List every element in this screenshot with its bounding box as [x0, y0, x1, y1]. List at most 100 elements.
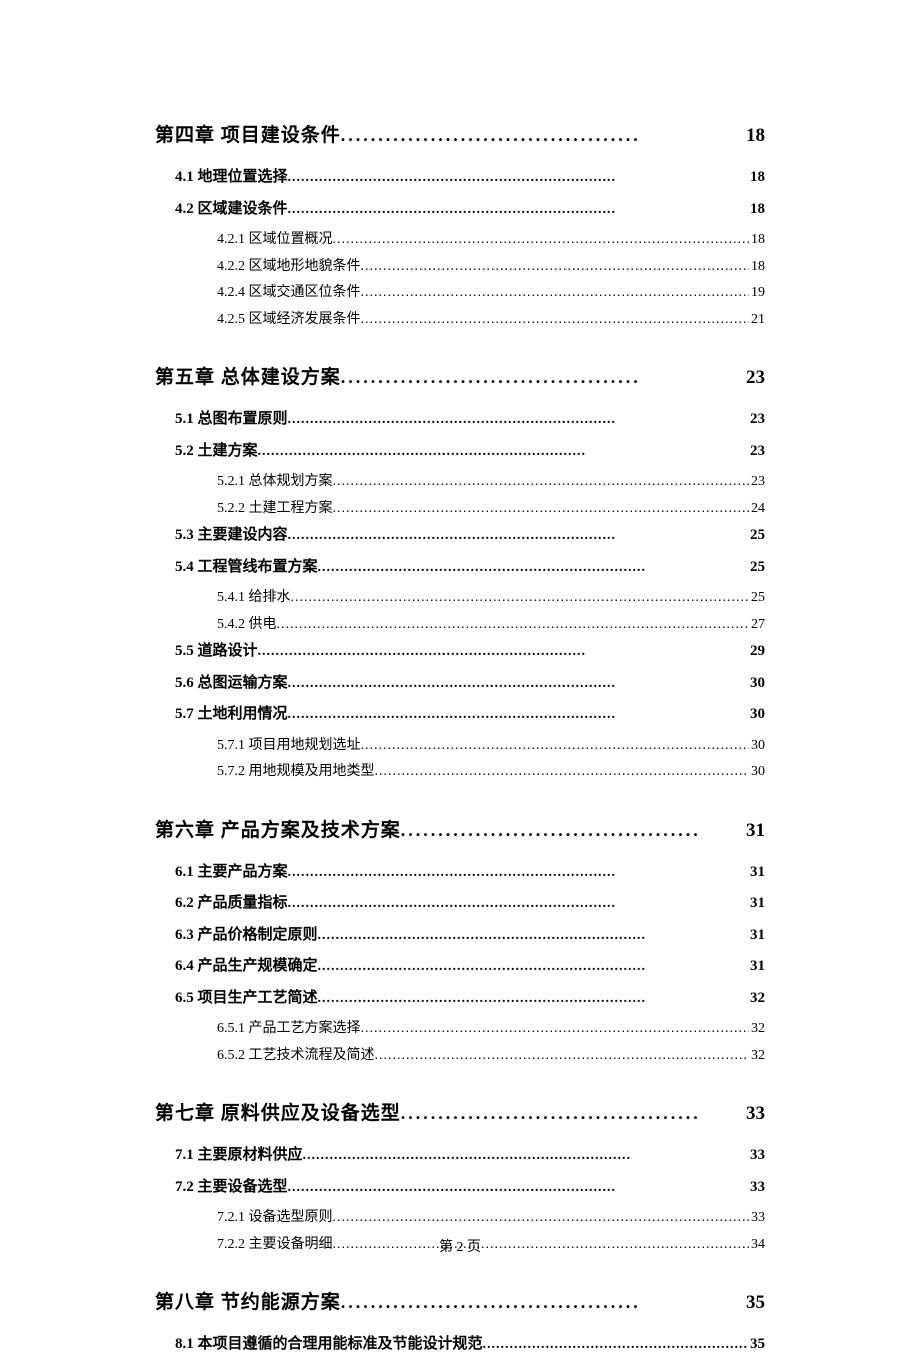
toc-label: 5.7.1 项目用地规划选址: [217, 734, 361, 759]
toc-label: 5.4.1 给排水: [217, 586, 291, 611]
toc-page-number: 18: [749, 228, 765, 253]
toc-label: 4.2 区域建设条件: [175, 197, 288, 223]
toc-page-number: 35: [748, 1332, 765, 1358]
toc-entry: 5.3 主要建设内容 .............................…: [175, 523, 765, 549]
toc-label: 5.1 总图布置原则: [175, 407, 288, 433]
toc-label: 4.2.1 区域位置概况: [217, 228, 333, 253]
toc-entry: 6.3 产品价格制定原则 ...........................…: [175, 923, 765, 949]
toc-label: 5.2.2 土建工程方案: [217, 497, 333, 522]
toc-label: 5.2 土建方案: [175, 439, 258, 465]
toc-label: 5.7 土地利用情况: [175, 702, 288, 728]
toc-entry: 第八章 节约能源方案 .............................…: [155, 1287, 765, 1314]
toc-entry: 5.5 道路设计 ...............................…: [175, 639, 765, 665]
toc-label: 4.2.2 区域地形地貌条件: [217, 255, 361, 280]
toc-page-number: 32: [749, 1044, 765, 1069]
toc-page-number: 23: [744, 367, 765, 389]
toc-page-number: 33: [749, 1206, 765, 1231]
toc-entry: 4.1 地理位置选择 .............................…: [175, 165, 765, 191]
toc-page-number: 31: [748, 860, 765, 886]
toc-entry: 6.5.2 工艺技术流程及简述 ........................…: [217, 1044, 765, 1069]
toc-page-number: 23: [748, 407, 765, 433]
toc-label: 6.3 产品价格制定原则: [175, 923, 318, 949]
toc-entry: 5.7.2 用地规模及用地类型 ........................…: [217, 760, 765, 785]
toc-leader-dots: ........................................…: [318, 955, 748, 979]
table-of-contents: 第四章 项目建设条件 .............................…: [155, 120, 765, 1358]
toc-entry: 7.2.1 设备选型原则 ...........................…: [217, 1206, 765, 1231]
toc-label: 6.5.2 工艺技术流程及简述: [217, 1044, 375, 1069]
toc-entry: 6.5.1 产品工艺方案选择 .........................…: [217, 1017, 765, 1042]
toc-leader-dots: ........................................: [341, 125, 744, 146]
toc-entry: 第五章 总体建设方案 .............................…: [155, 362, 765, 389]
toc-page-number: 18: [748, 197, 765, 223]
toc-leader-dots: ........................................…: [288, 408, 748, 432]
toc-label: 4.2.5 区域经济发展条件: [217, 308, 361, 333]
toc-entry: 5.1 总图布置原则 .............................…: [175, 407, 765, 433]
toc-entry: 7.1 主要原材料供应 ............................…: [175, 1143, 765, 1169]
toc-leader-dots: ........................................…: [291, 586, 750, 611]
toc-leader-dots: ........................................…: [318, 987, 748, 1011]
toc-leader-dots: ........................................…: [361, 281, 750, 306]
toc-page-number: 18: [749, 255, 765, 280]
toc-entry: 5.4 工程管线布置方案 ...........................…: [175, 555, 765, 581]
toc-label: 4.2.4 区域交通区位条件: [217, 281, 361, 306]
toc-page-number: 18: [748, 165, 765, 191]
toc-entry: 5.2 土建方案 ...............................…: [175, 439, 765, 465]
toc-label: 4.1 地理位置选择: [175, 165, 288, 191]
page-footer: 第 2 页: [0, 1236, 920, 1256]
toc-leader-dots: ........................................…: [288, 1176, 748, 1200]
toc-page-number: 33: [748, 1175, 765, 1201]
toc-page-number: 35: [744, 1292, 765, 1314]
toc-leader-dots: ........................................…: [258, 640, 748, 664]
toc-page-number: 23: [748, 439, 765, 465]
toc-leader-dots: ........................................: [401, 1103, 744, 1124]
toc-page-number: 33: [748, 1143, 765, 1169]
toc-label: 6.5 项目生产工艺简述: [175, 986, 318, 1012]
toc-leader-dots: ........................................: [341, 367, 744, 388]
toc-leader-dots: ........................................…: [318, 924, 748, 948]
toc-page-number: 25: [748, 523, 765, 549]
toc-page-number: 18: [744, 125, 765, 147]
toc-page-number: 30: [749, 760, 765, 785]
toc-leader-dots: ........................................…: [361, 734, 750, 759]
toc-page-number: 21: [749, 308, 765, 333]
toc-label: 7.2.1 设备选型原则: [217, 1206, 333, 1231]
toc-entry: 6.1 主要产品方案 .............................…: [175, 860, 765, 886]
toc-page-number: 23: [749, 470, 765, 495]
toc-leader-dots: ........................................: [341, 1292, 744, 1313]
toc-label: 6.1 主要产品方案: [175, 860, 288, 886]
toc-leader-dots: ........................................…: [333, 497, 750, 522]
toc-page-number: 25: [748, 555, 765, 581]
toc-entry: 5.4.2 供电 ...............................…: [217, 613, 765, 638]
toc-entry: 6.4 产品生产规模确定 ...........................…: [175, 954, 765, 980]
toc-leader-dots: ........................................…: [288, 672, 748, 696]
toc-label: 6.2 产品质量指标: [175, 891, 288, 917]
toc-page-number: 19: [749, 281, 765, 306]
toc-entry: 6.5 项目生产工艺简述 ...........................…: [175, 986, 765, 1012]
toc-leader-dots: ........................................…: [333, 470, 750, 495]
toc-label: 5.7.2 用地规模及用地类型: [217, 760, 375, 785]
toc-entry: 4.2 区域建设条件 .............................…: [175, 197, 765, 223]
toc-leader-dots: ........................................…: [258, 440, 748, 464]
toc-entry: 7.2 主要设备选型 .............................…: [175, 1175, 765, 1201]
toc-page-number: 33: [744, 1103, 765, 1125]
toc-leader-dots: ........................................…: [288, 198, 748, 222]
toc-page-number: 30: [749, 734, 765, 759]
toc-leader-dots: ........................................…: [361, 308, 750, 333]
toc-entry: 4.2.5 区域经济发展条件 .........................…: [217, 308, 765, 333]
toc-page-number: 32: [748, 986, 765, 1012]
toc-label: 5.2.1 总体规划方案: [217, 470, 333, 495]
toc-leader-dots: ........................................…: [288, 703, 748, 727]
toc-entry: 8.1 本项目遵循的合理用能标准及节能设计规范 ................…: [175, 1332, 765, 1358]
toc-label: 6.5.1 产品工艺方案选择: [217, 1017, 361, 1042]
toc-label: 5.5 道路设计: [175, 639, 258, 665]
toc-leader-dots: ........................................: [401, 820, 744, 841]
toc-page-number: 29: [748, 639, 765, 665]
toc-label: 8.1 本项目遵循的合理用能标准及节能设计规范: [175, 1332, 483, 1358]
toc-leader-dots: ........................................…: [333, 228, 750, 253]
toc-entry: 5.6 总图运输方案 .............................…: [175, 671, 765, 697]
toc-leader-dots: ........................................…: [333, 1206, 750, 1231]
toc-page-number: 31: [748, 923, 765, 949]
toc-entry: 第七章 原料供应及设备选型 ..........................…: [155, 1098, 765, 1125]
toc-page-number: 30: [748, 671, 765, 697]
toc-page-number: 32: [749, 1017, 765, 1042]
